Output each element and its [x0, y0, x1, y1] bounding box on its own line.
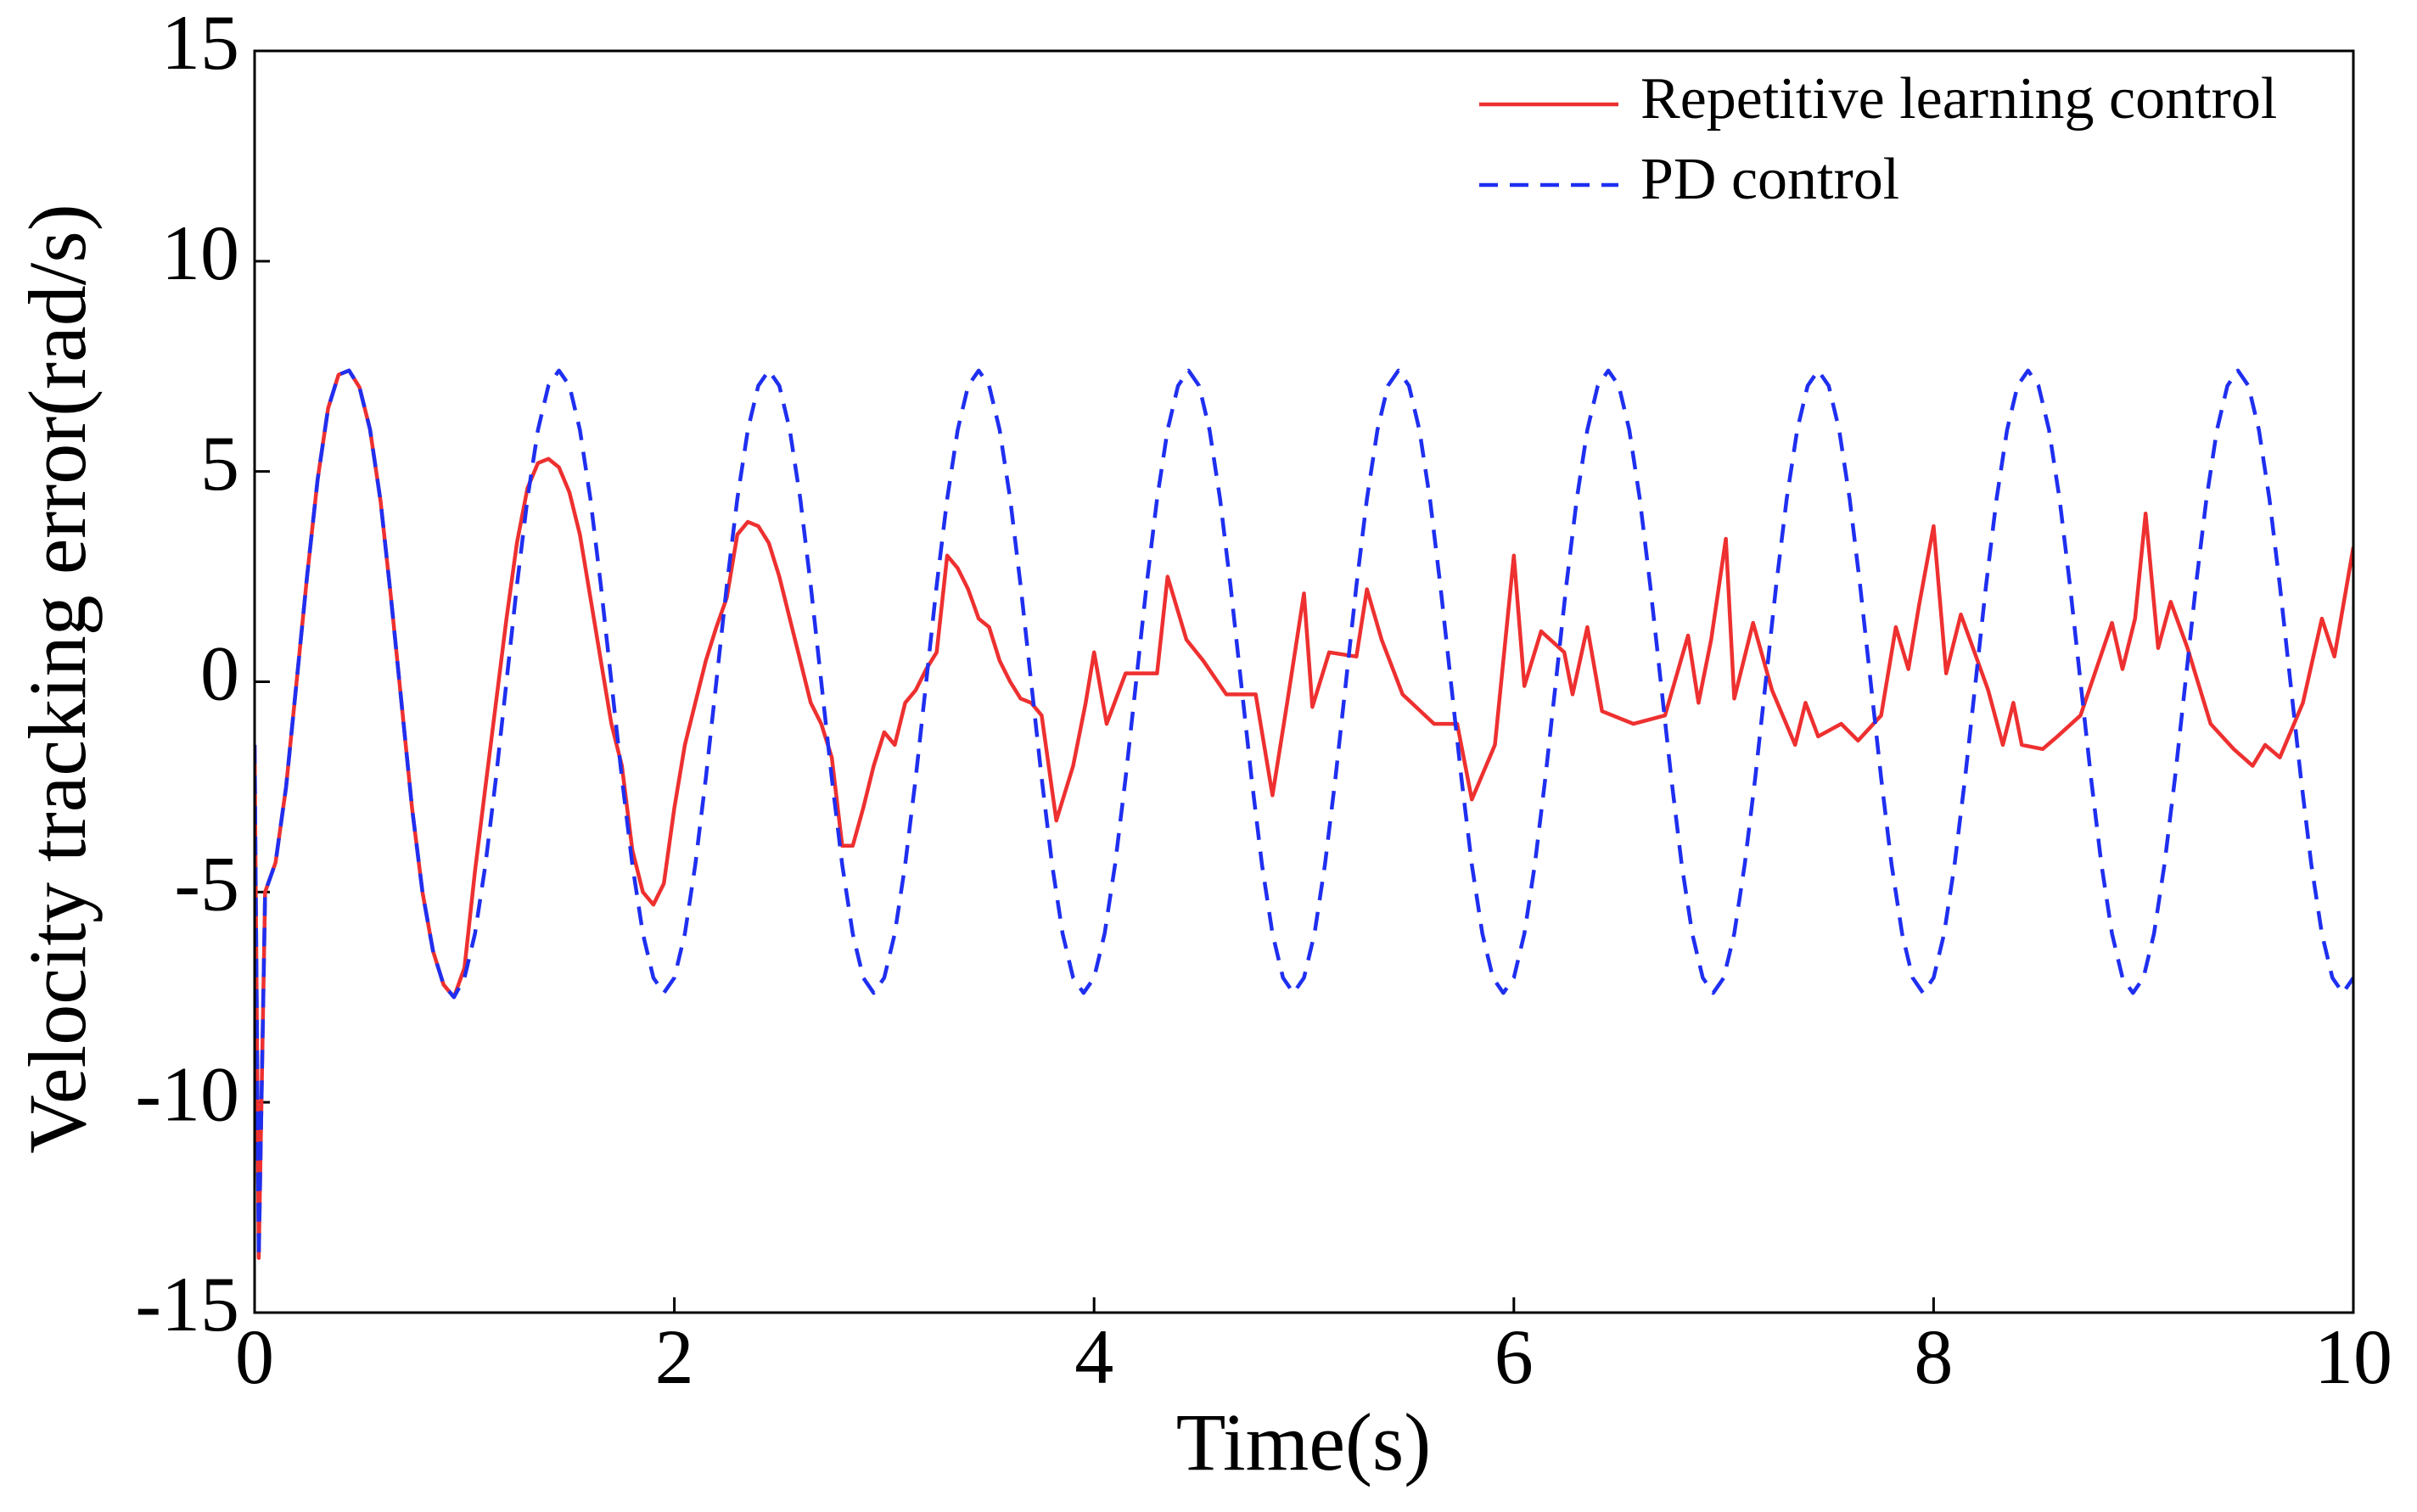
y-tick-label: 15	[161, 0, 239, 86]
x-tick-label: 6	[1495, 1313, 1534, 1400]
x-tick-label: 8	[1914, 1313, 1953, 1400]
legend-label: PD control	[1640, 147, 1899, 212]
legend-label: Repetitive learning control	[1640, 66, 2277, 132]
y-tick-label: -5	[174, 840, 239, 927]
y-tick-label: -15	[135, 1261, 239, 1347]
y-tick-label: 10	[161, 210, 239, 296]
y-axis-title: Velocity tracking error(rad/s)	[12, 204, 103, 1154]
x-tick-label: 10	[2314, 1313, 2392, 1400]
y-tick-label: -10	[135, 1050, 239, 1137]
series-line	[255, 368, 2353, 1260]
y-tick-label: 0	[200, 630, 239, 717]
x-tick-label: 4	[1074, 1313, 1113, 1400]
x-tick-label: 0	[235, 1313, 274, 1400]
plot-frame	[253, 49, 2355, 1314]
series-line	[255, 368, 2353, 1260]
x-axis-title: Time(s)	[1176, 1397, 1432, 1487]
x-tick-label: 2	[655, 1313, 694, 1400]
y-tick-label: 5	[200, 420, 239, 507]
